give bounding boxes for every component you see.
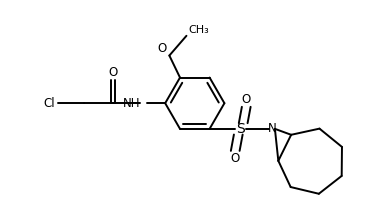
Text: O: O xyxy=(108,66,118,79)
Text: S: S xyxy=(236,122,245,136)
Text: CH₃: CH₃ xyxy=(188,25,209,35)
Text: O: O xyxy=(157,42,166,55)
Text: O: O xyxy=(231,152,240,165)
Text: N: N xyxy=(267,122,276,135)
Text: NH: NH xyxy=(123,97,141,110)
Text: Cl: Cl xyxy=(44,97,55,110)
Text: O: O xyxy=(241,93,251,106)
